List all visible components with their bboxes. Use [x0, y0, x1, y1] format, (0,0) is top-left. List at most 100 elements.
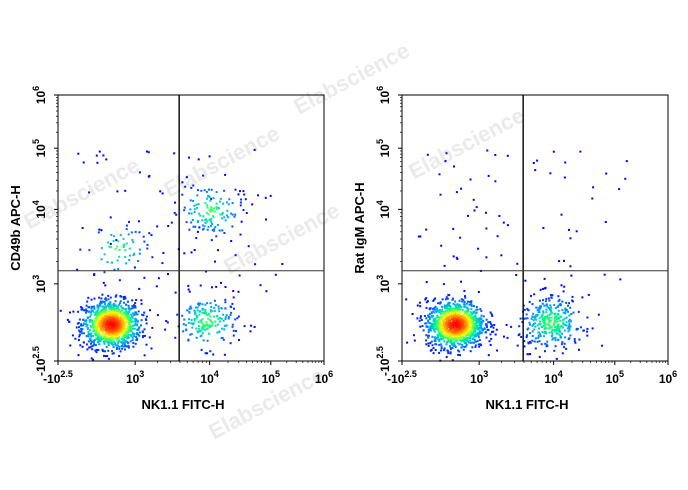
event-dot	[87, 316, 90, 319]
event-dot	[195, 327, 198, 330]
event-dot	[437, 309, 440, 312]
event-dot	[567, 310, 569, 313]
event-dot	[475, 340, 477, 343]
event-dot	[543, 331, 546, 334]
event-dot	[418, 319, 421, 322]
event-dot	[109, 327, 111, 330]
event-dot	[217, 207, 220, 209]
event-dot	[100, 300, 103, 303]
event-dot	[99, 324, 102, 327]
event-dot	[453, 314, 456, 317]
event-dot	[442, 319, 445, 322]
event-dot	[449, 333, 452, 336]
event-dot	[242, 209, 245, 211]
event-dot	[556, 327, 559, 330]
event-dot	[159, 190, 162, 193]
event-dot	[591, 327, 594, 330]
event-dot	[81, 328, 84, 331]
event-dot	[534, 322, 536, 325]
event-dot	[238, 274, 241, 277]
event-dot	[224, 286, 227, 288]
event-dot	[429, 307, 432, 310]
event-dot	[136, 320, 139, 323]
event-dot	[452, 320, 455, 322]
event-dot	[528, 353, 531, 356]
event-dot	[539, 335, 542, 338]
event-dot	[450, 325, 452, 328]
event-dot	[129, 308, 132, 311]
event-dot	[135, 318, 137, 321]
event-dot	[91, 321, 94, 324]
event-dot	[551, 333, 554, 336]
event-dot	[121, 342, 124, 345]
event-dot	[455, 334, 458, 337]
event-dot	[202, 339, 205, 342]
event-dot	[431, 335, 434, 338]
event-dot	[122, 331, 125, 334]
event-dot	[430, 322, 433, 325]
event-dot	[223, 216, 226, 219]
event-dot	[464, 320, 467, 323]
event-dot	[435, 319, 438, 322]
event-dot	[85, 304, 88, 307]
event-dot	[219, 320, 221, 323]
event-dot	[533, 340, 536, 343]
event-dot	[425, 228, 428, 231]
event-dot	[416, 304, 419, 307]
event-dot	[467, 319, 470, 322]
event-dot	[453, 307, 456, 310]
event-dot	[149, 309, 151, 312]
event-dot	[117, 335, 120, 338]
event-dot	[190, 186, 193, 189]
event-dot	[106, 326, 109, 329]
event-dot	[452, 324, 455, 327]
event-dot	[437, 330, 440, 333]
event-dot	[102, 154, 105, 157]
event-dot	[539, 288, 542, 291]
event-dot	[233, 215, 236, 218]
event-dot	[125, 327, 128, 330]
event-dot	[107, 344, 110, 346]
event-dot	[467, 327, 470, 329]
event-dot	[455, 324, 458, 327]
event-dot	[545, 303, 548, 306]
event-dot	[193, 249, 196, 251]
event-dot	[111, 312, 113, 314]
event-dot	[198, 330, 201, 333]
event-dot	[433, 336, 436, 339]
event-dot	[467, 341, 470, 344]
event-dot	[118, 255, 121, 258]
event-dot	[542, 287, 544, 290]
event-dot	[529, 340, 531, 343]
event-dot	[468, 314, 471, 317]
event-dot	[554, 307, 557, 309]
event-dot	[75, 326, 78, 329]
event-dot	[188, 156, 190, 159]
event-dot	[118, 345, 121, 348]
event-dot	[109, 331, 112, 334]
event-dot	[476, 328, 479, 331]
event-dot	[134, 342, 137, 345]
event-dot	[207, 317, 210, 320]
event-dot	[197, 203, 200, 206]
event-dot	[539, 320, 541, 323]
event-dot	[124, 330, 127, 333]
event-dot	[219, 197, 222, 200]
event-dot	[469, 327, 472, 330]
event-dot	[90, 298, 93, 301]
event-dot	[591, 197, 594, 200]
event-dot	[437, 316, 440, 319]
event-dot	[112, 346, 115, 348]
event-dot	[545, 323, 548, 326]
event-dot	[467, 318, 470, 321]
event-dot	[230, 240, 233, 242]
event-dot	[454, 320, 457, 323]
event-dot	[95, 322, 98, 325]
event-dot	[441, 327, 444, 330]
event-dot	[425, 343, 428, 346]
event-dot	[198, 304, 201, 307]
event-dot	[537, 336, 540, 339]
event-dot	[116, 344, 119, 347]
event-dot	[531, 335, 534, 337]
event-dot	[133, 317, 136, 320]
